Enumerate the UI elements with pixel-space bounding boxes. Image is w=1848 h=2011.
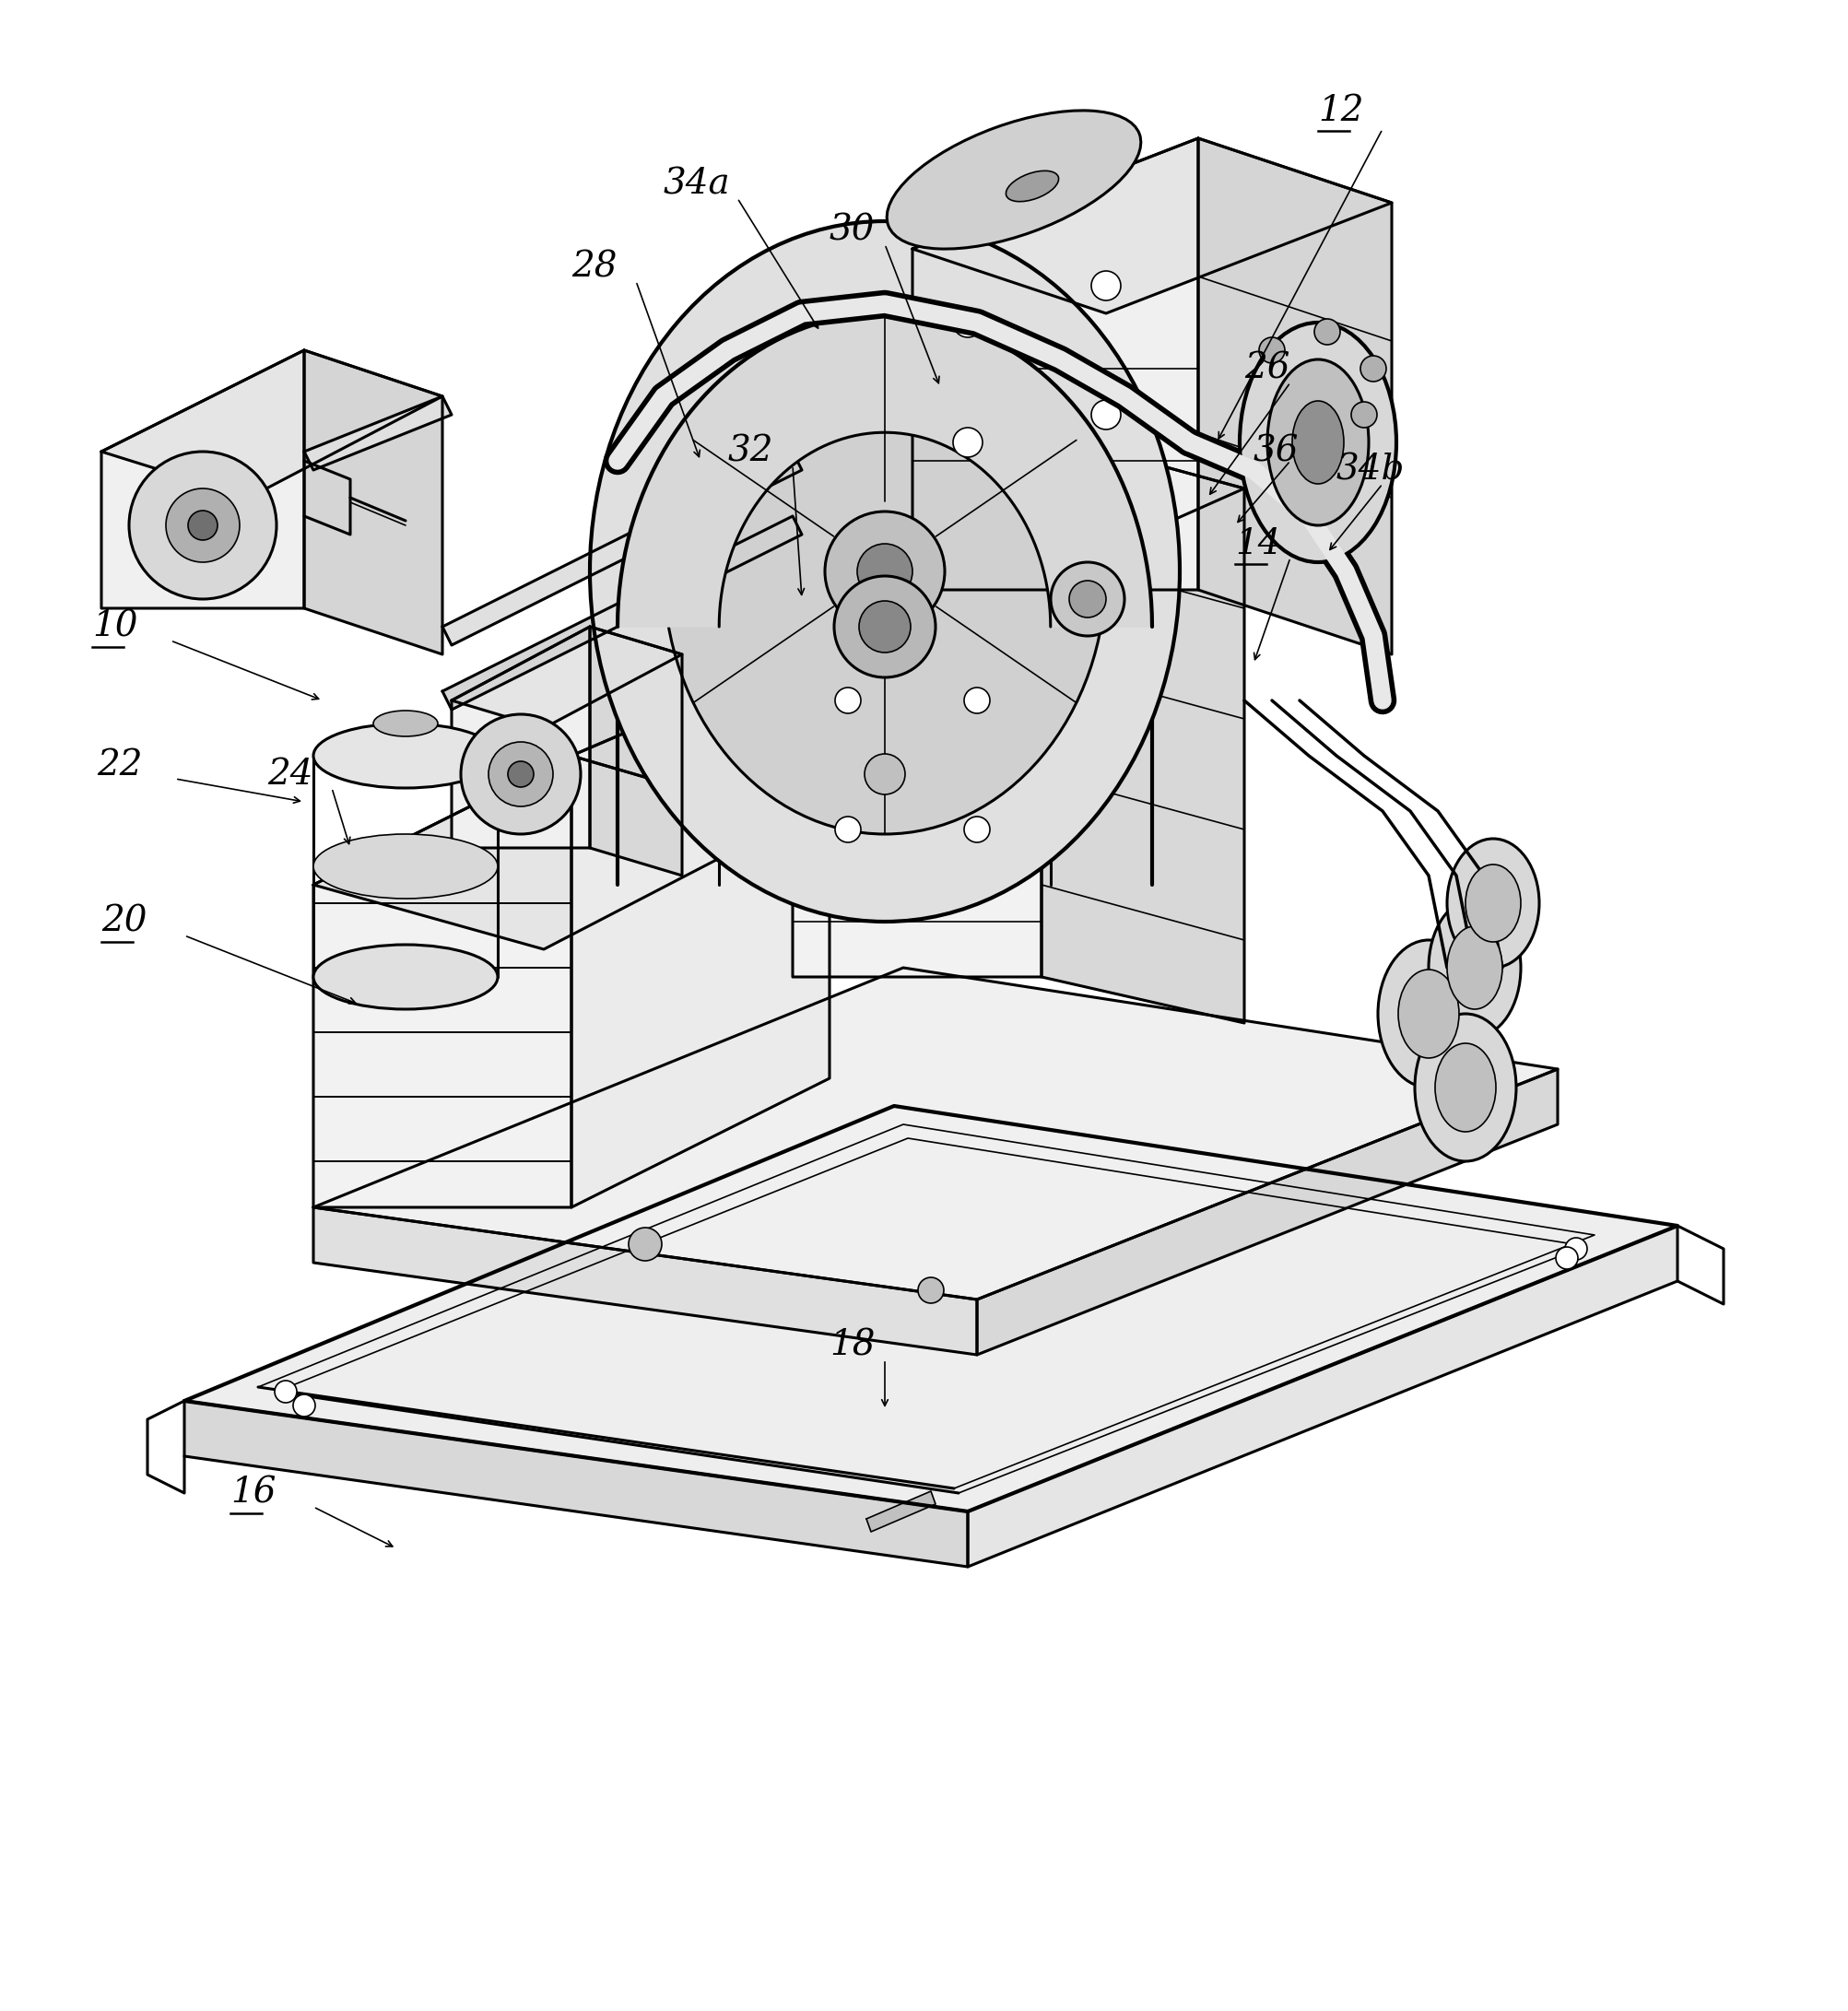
Ellipse shape (312, 835, 497, 899)
Polygon shape (617, 314, 1151, 627)
Ellipse shape (1465, 865, 1521, 941)
Text: 24: 24 (268, 756, 312, 790)
Polygon shape (451, 627, 682, 728)
Polygon shape (442, 517, 802, 710)
Circle shape (129, 452, 277, 599)
Ellipse shape (1266, 360, 1368, 525)
Ellipse shape (1377, 939, 1478, 1088)
Polygon shape (442, 452, 802, 646)
Circle shape (488, 742, 553, 806)
Text: 14: 14 (1234, 527, 1281, 561)
Circle shape (508, 762, 534, 786)
Text: 34b: 34b (1336, 452, 1404, 487)
Polygon shape (913, 139, 1392, 314)
Text: 20: 20 (102, 905, 148, 939)
Ellipse shape (1429, 899, 1521, 1038)
Polygon shape (312, 756, 571, 1207)
Ellipse shape (1005, 171, 1059, 201)
Circle shape (952, 308, 981, 338)
Polygon shape (312, 967, 1556, 1299)
Circle shape (1050, 563, 1124, 635)
Circle shape (963, 688, 989, 714)
Polygon shape (102, 350, 305, 607)
Circle shape (1314, 320, 1340, 344)
Ellipse shape (1397, 969, 1458, 1058)
Circle shape (833, 575, 935, 678)
Circle shape (1351, 402, 1377, 428)
Circle shape (1554, 1247, 1576, 1269)
Circle shape (824, 511, 944, 631)
Circle shape (835, 816, 861, 843)
Circle shape (918, 1277, 942, 1303)
Text: 30: 30 (830, 213, 874, 247)
Circle shape (460, 714, 580, 835)
Polygon shape (451, 627, 590, 849)
Circle shape (1090, 400, 1120, 430)
Polygon shape (1198, 139, 1392, 654)
Ellipse shape (1447, 839, 1539, 967)
Ellipse shape (1238, 322, 1395, 563)
Ellipse shape (1292, 400, 1343, 485)
Polygon shape (185, 1106, 1676, 1512)
Ellipse shape (373, 710, 438, 736)
Polygon shape (312, 756, 793, 949)
Polygon shape (590, 627, 682, 875)
Ellipse shape (312, 945, 497, 1010)
Text: 26: 26 (1244, 352, 1290, 386)
Circle shape (1090, 271, 1120, 300)
Text: 32: 32 (728, 434, 772, 469)
Polygon shape (185, 1402, 967, 1567)
Polygon shape (806, 756, 848, 792)
Polygon shape (1040, 432, 1244, 1024)
Circle shape (166, 489, 240, 563)
Ellipse shape (590, 221, 1179, 921)
Circle shape (1258, 338, 1284, 364)
Text: 16: 16 (231, 1476, 275, 1510)
Ellipse shape (1434, 1044, 1495, 1132)
Circle shape (857, 543, 913, 599)
Polygon shape (976, 1070, 1556, 1355)
Polygon shape (967, 1227, 1676, 1567)
Circle shape (1295, 420, 1321, 446)
Circle shape (188, 511, 218, 541)
Circle shape (1360, 356, 1386, 382)
Polygon shape (571, 646, 1040, 820)
Circle shape (865, 754, 906, 794)
Text: 18: 18 (830, 1329, 874, 1363)
Ellipse shape (312, 724, 497, 788)
Text: 36: 36 (1253, 434, 1299, 469)
Text: 22: 22 (96, 748, 142, 782)
Circle shape (1068, 581, 1105, 617)
Polygon shape (806, 867, 848, 903)
Circle shape (275, 1382, 298, 1404)
Text: 12: 12 (1318, 95, 1364, 127)
Circle shape (294, 1394, 314, 1416)
Polygon shape (913, 139, 1198, 589)
Circle shape (628, 1227, 662, 1261)
Circle shape (835, 688, 861, 714)
Polygon shape (793, 432, 1244, 599)
Circle shape (963, 816, 989, 843)
Ellipse shape (887, 111, 1140, 249)
Circle shape (952, 428, 981, 456)
Ellipse shape (1447, 927, 1502, 1010)
Polygon shape (793, 432, 1040, 977)
Polygon shape (305, 396, 451, 471)
Polygon shape (305, 350, 442, 654)
Polygon shape (571, 646, 830, 1207)
Polygon shape (312, 1207, 976, 1355)
Polygon shape (867, 1492, 935, 1532)
Text: 28: 28 (571, 249, 617, 284)
Polygon shape (102, 350, 442, 497)
Ellipse shape (1414, 1014, 1515, 1160)
Circle shape (859, 601, 911, 652)
Text: 10: 10 (92, 609, 139, 644)
Ellipse shape (663, 310, 1105, 835)
Circle shape (1563, 1237, 1586, 1259)
Text: 34a: 34a (663, 167, 730, 201)
